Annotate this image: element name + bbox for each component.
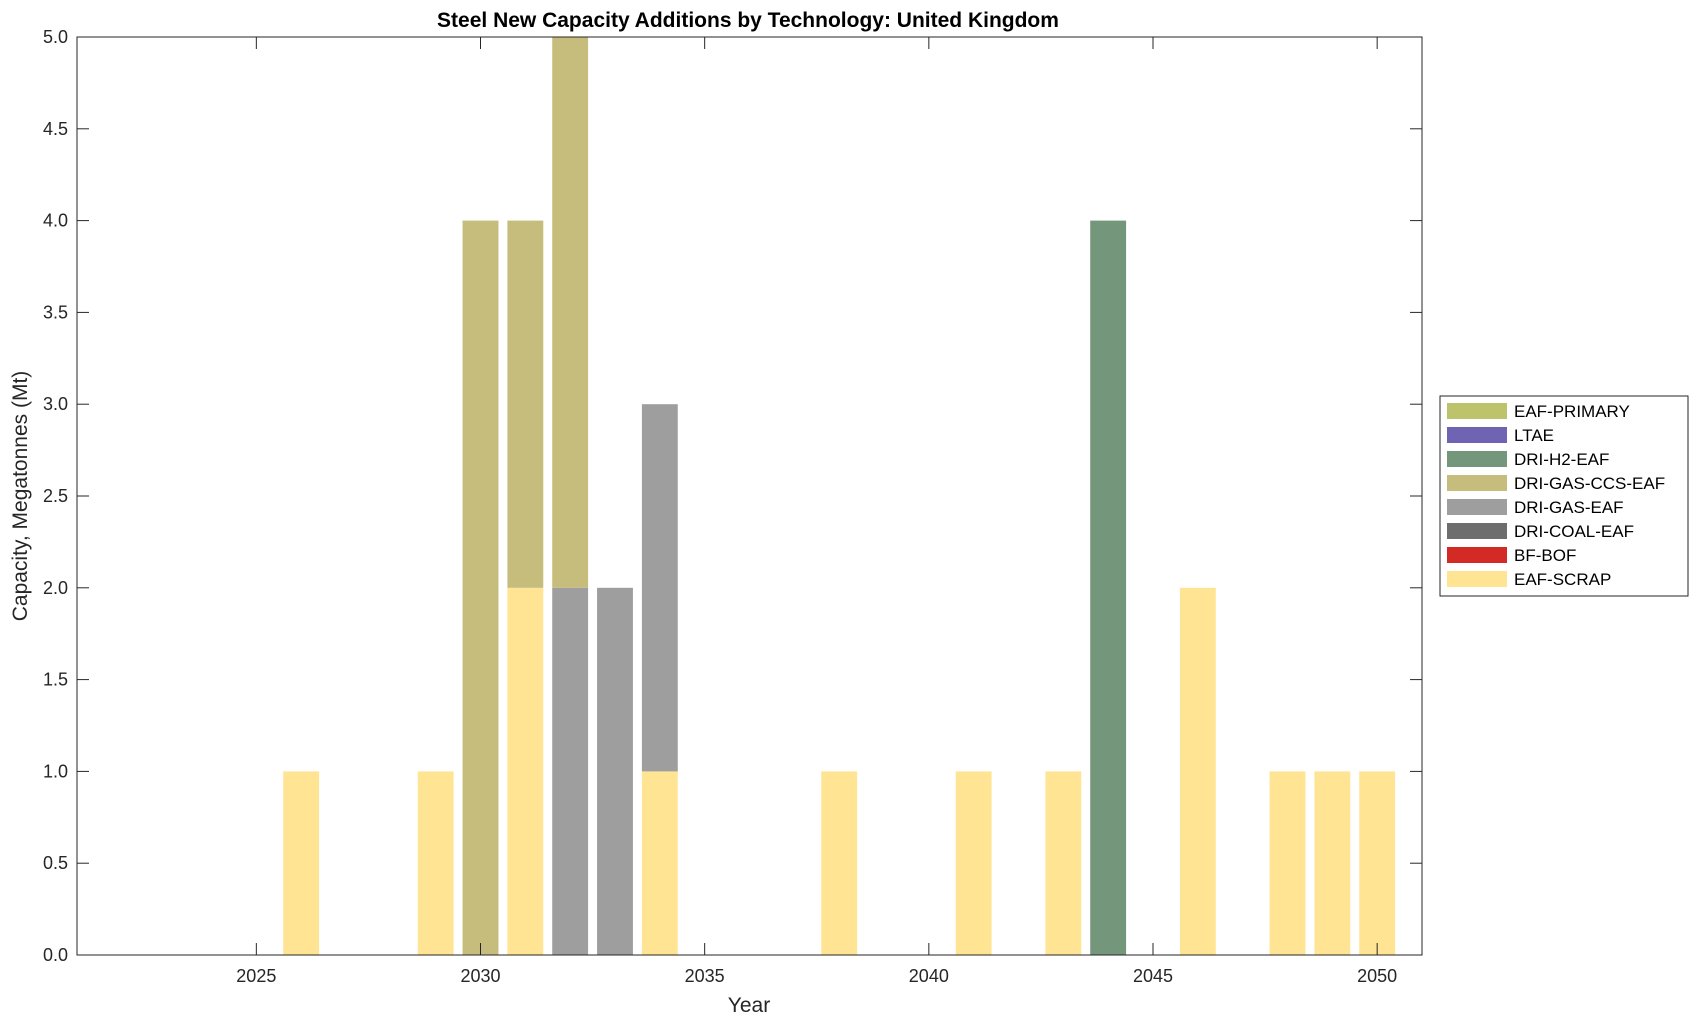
x-tick-label: 2040 bbox=[909, 966, 949, 986]
legend-label-bf-bof: BF-BOF bbox=[1514, 546, 1576, 565]
bar-eaf-scrap-2029 bbox=[417, 771, 454, 955]
y-tick-label: 3.5 bbox=[43, 302, 68, 322]
legend-swatch-eaf-scrap bbox=[1447, 571, 1507, 587]
y-tick-label: 0.5 bbox=[43, 853, 68, 873]
x-tick-label: 2030 bbox=[460, 966, 500, 986]
legend-swatch-dri-gas-ccs-eaf bbox=[1447, 475, 1507, 491]
bar-dri-gas-eaf-2032 bbox=[552, 587, 589, 955]
y-tick-label: 4.0 bbox=[43, 211, 68, 231]
y-tick-label: 5.0 bbox=[43, 27, 68, 47]
legend: EAF-PRIMARY LTAE DRI-H2-EAF DRI-GAS-CCS-EAF… bbox=[1439, 395, 1689, 597]
legend-label-dri-gas-ccs-eaf: DRI-GAS-CCS-EAF bbox=[1514, 474, 1665, 493]
y-tick-label: 1.5 bbox=[43, 670, 68, 690]
bar-eaf-scrap-2043 bbox=[1045, 771, 1082, 955]
bar-eaf-scrap-2041 bbox=[955, 771, 992, 955]
legend-swatch-ltae bbox=[1447, 427, 1507, 443]
y-tick-label: 1.0 bbox=[43, 761, 68, 781]
legend-label-dri-coal-eaf: DRI-COAL-EAF bbox=[1514, 522, 1634, 541]
bar-eaf-scrap-2048 bbox=[1269, 771, 1306, 955]
x-tick-label: 2035 bbox=[685, 966, 725, 986]
y-axis-ticks: 0.0 0.5 1.0 1.5 2.0 2.5 3.0 3.5 4.0 4.5 5.0 bbox=[43, 27, 1422, 965]
legend-swatch-dri-coal-eaf bbox=[1447, 523, 1507, 539]
legend-label-eaf-scrap: EAF-SCRAP bbox=[1514, 570, 1611, 589]
y-tick-label: 3.0 bbox=[43, 394, 68, 414]
bar-eaf-scrap-2050 bbox=[1359, 771, 1396, 955]
x-axis-ticks: 2025 2030 2035 2040 2045 2050 bbox=[236, 37, 1397, 986]
x-tick-label: 2050 bbox=[1357, 966, 1397, 986]
legend-label-ltae: LTAE bbox=[1514, 426, 1554, 445]
y-tick-label: 0.0 bbox=[43, 945, 68, 965]
bar-eaf-scrap-2046 bbox=[1179, 587, 1216, 955]
y-tick-label: 2.0 bbox=[43, 578, 68, 598]
legend-swatch-bf-bof bbox=[1447, 547, 1507, 563]
bar-eaf-scrap-2026 bbox=[283, 771, 320, 955]
bar-dri-gas-ccs-eaf-2030 bbox=[462, 220, 499, 956]
y-tick-label: 2.5 bbox=[43, 486, 68, 506]
legend-label-dri-h2-eaf: DRI-H2-EAF bbox=[1514, 450, 1609, 469]
x-tick-label: 2045 bbox=[1133, 966, 1173, 986]
x-axis-label: Year bbox=[728, 994, 770, 1017]
bar-eaf-scrap-2049 bbox=[1314, 771, 1351, 955]
y-tick-label: 4.5 bbox=[43, 119, 68, 139]
chart-title: Steel New Capacity Additions by Technolo… bbox=[437, 9, 1059, 32]
bar-dri-h2-eaf-2044 bbox=[1090, 220, 1127, 956]
x-tick-label: 2025 bbox=[236, 966, 276, 986]
legend-swatch-eaf-primary bbox=[1447, 403, 1507, 419]
legend-swatch-dri-h2-eaf bbox=[1447, 451, 1507, 467]
y-axis-label: Capacity, Megatonnes (Mt) bbox=[9, 371, 32, 622]
bar-dri-gas-ccs-eaf-2032 bbox=[552, 37, 589, 588]
bars-layer bbox=[283, 37, 1396, 956]
bar-eaf-scrap-2038 bbox=[821, 771, 858, 955]
bar-dri-gas-eaf-2033 bbox=[597, 587, 633, 955]
legend-label-dri-gas-eaf: DRI-GAS-EAF bbox=[1514, 498, 1624, 517]
legend-label-eaf-primary: EAF-PRIMARY bbox=[1514, 402, 1630, 421]
legend-swatch-dri-gas-eaf bbox=[1447, 499, 1507, 515]
legend-box bbox=[1439, 395, 1689, 597]
bar-eaf-scrap-2034 bbox=[641, 771, 678, 955]
bar-dri-gas-ccs-eaf-2031 bbox=[507, 220, 544, 588]
plot-frame bbox=[76, 36, 1423, 956]
bar-eaf-scrap-2031 bbox=[507, 587, 544, 955]
bar-dri-gas-eaf-2034 bbox=[641, 404, 678, 772]
